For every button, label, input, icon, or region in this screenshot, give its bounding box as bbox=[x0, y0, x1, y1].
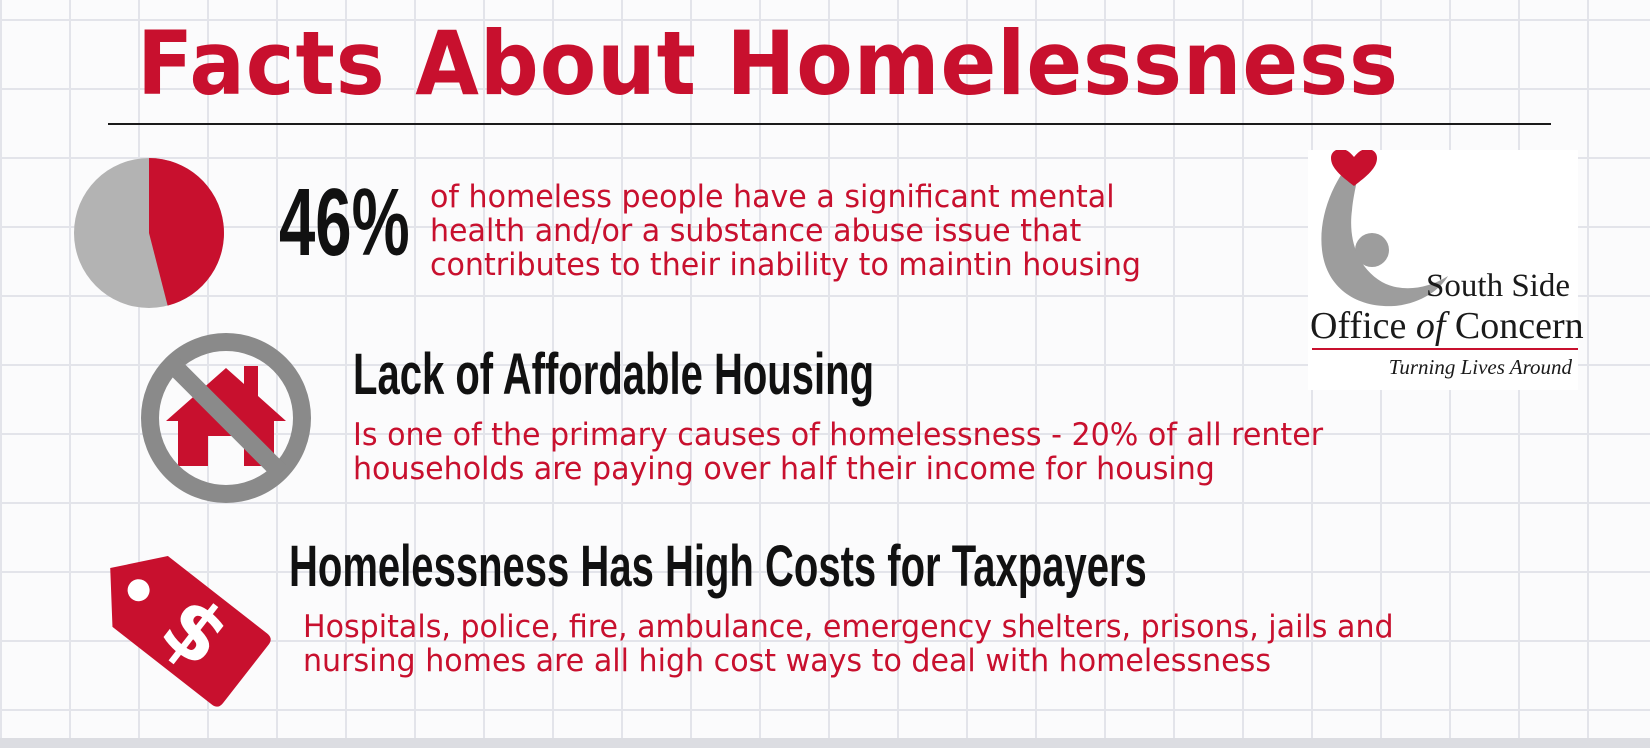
logo-person-head bbox=[1355, 233, 1389, 267]
price-tag-shape bbox=[110, 555, 271, 707]
stat-value: 46% bbox=[279, 169, 410, 276]
logo-tagline: Turning Lives Around bbox=[1388, 355, 1572, 379]
pie-chart-icon bbox=[74, 158, 224, 308]
housing-heading: Lack of Affordable Housing bbox=[353, 342, 875, 407]
pie-stat-slice bbox=[149, 158, 224, 306]
prohibition-ring bbox=[141, 333, 311, 503]
title-divider bbox=[108, 123, 1551, 125]
logo-swoosh bbox=[1321, 152, 1448, 307]
page-title: Facts About Homelessness bbox=[137, 12, 1399, 115]
stat-description-line-1: of homeless people have a significant me… bbox=[430, 179, 1115, 215]
housing-description-line-1: Is one of the primary causes of homeless… bbox=[353, 417, 1324, 453]
no-house-icon bbox=[141, 333, 311, 503]
logo-line-1: South Side bbox=[1426, 268, 1570, 304]
page-bottom-strip bbox=[0, 738, 1650, 748]
stat-description-line-2: health and/or a substance abuse issue th… bbox=[430, 213, 1082, 249]
price-tag-hole bbox=[127, 579, 150, 602]
costs-description-line-2: nursing homes are all high cost ways to … bbox=[303, 643, 1272, 679]
logo-line-2-part-3: Concern bbox=[1445, 305, 1584, 347]
dollar-price-tag-icon: $ bbox=[110, 555, 271, 707]
housing-description-line-2: households are paying over half their in… bbox=[353, 451, 1215, 487]
stat-description-line-3: contributes to their inability to mainti… bbox=[430, 247, 1141, 283]
logo-heart bbox=[1331, 150, 1377, 186]
logo-red-rule bbox=[1312, 348, 1578, 350]
logo-line-2: Office of Concern bbox=[1308, 305, 1584, 347]
logo-line-2-italic: of bbox=[1415, 305, 1446, 347]
prohibition-slash bbox=[165, 357, 287, 479]
costs-description-line-1: Hospitals, police, fire, ambulance, emer… bbox=[303, 609, 1394, 645]
heart-person-icon bbox=[1321, 150, 1448, 307]
costs-heading: Homelessness Has High Costs for Taxpayer… bbox=[289, 534, 1147, 599]
organization-logo: South Side Office of Concern Turning Liv… bbox=[1308, 150, 1584, 390]
logo-line-2-part-1: Office bbox=[1310, 305, 1416, 347]
